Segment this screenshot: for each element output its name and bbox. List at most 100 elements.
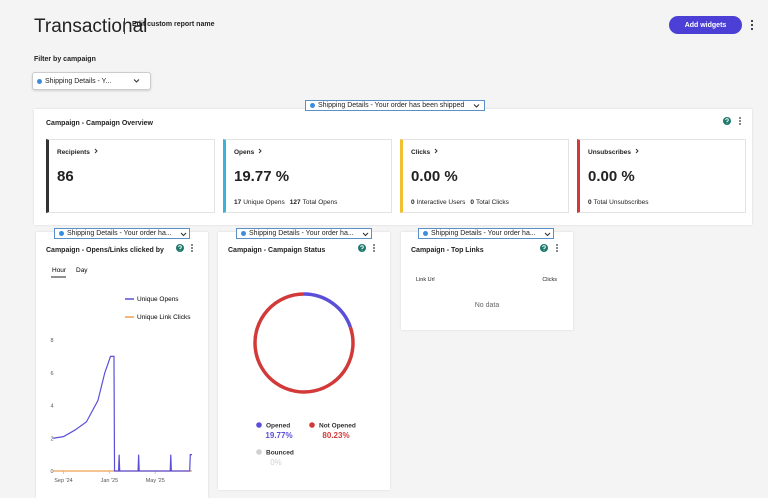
dot xyxy=(37,78,42,84)
detail: 0 Total Unsubscribes xyxy=(588,199,649,206)
x-tick-label: Sep '24 xyxy=(54,478,72,484)
add-widgets-button[interactable]: Add widgets xyxy=(669,16,742,34)
campaign: Shipping Details - Your order ha... xyxy=(249,230,354,237)
opens-widget: Campaign - Opens/Links clicked by xyxy=(36,232,208,498)
kebab-dot xyxy=(556,247,558,249)
tab[interactable]: Day xyxy=(76,267,88,274)
detail: 0 Total Clicks xyxy=(470,199,509,206)
help-glyph xyxy=(725,118,729,124)
dot xyxy=(241,231,246,236)
legend-label: Not Opened xyxy=(319,423,356,430)
y-tick-label: 6 xyxy=(50,371,53,377)
stat-details: 0 Interactive Users 0 Total Clicks xyxy=(411,199,514,206)
donut-segment xyxy=(253,292,355,394)
chevron xyxy=(473,104,480,108)
kebab-dot xyxy=(191,250,193,252)
chevron xyxy=(362,232,369,237)
detail-label: Interactive Users xyxy=(416,199,466,206)
column-header: Link Url xyxy=(416,277,435,283)
detail-count: 0 xyxy=(588,199,592,206)
y-tick-label: 8 xyxy=(50,338,53,344)
kebab-dot xyxy=(191,247,193,249)
stat-value: 0.00 % xyxy=(588,168,635,185)
overview-widget: Campaign - Campaign Overview Recipients 8… xyxy=(34,109,752,225)
help-glyph xyxy=(178,245,182,251)
value-label: 19.77% xyxy=(265,431,292,440)
detail-count: 0 xyxy=(470,199,475,206)
y-tick-label: 0 xyxy=(50,469,53,475)
tab[interactable]: Hour xyxy=(52,267,67,274)
filter-value: Shipping Details - Y... xyxy=(45,77,112,85)
campaign-select[interactable]: Shipping Details - Your order has been s… xyxy=(305,100,485,111)
campaign-select[interactable]: Shipping Details - Your order ha... xyxy=(418,228,554,239)
stat-label: Unsubscribes xyxy=(588,148,640,156)
detail: 17 Unique Opens xyxy=(234,199,285,206)
arrow xyxy=(94,148,98,154)
menu-icon[interactable] xyxy=(748,18,756,32)
stat-value: 19.77 % xyxy=(234,168,290,185)
status-widget: Campaign - Campaign Status xyxy=(218,232,390,490)
chevron xyxy=(544,232,551,237)
widget-title: Campaign - Top Links xyxy=(411,247,484,254)
kebab-dot xyxy=(739,120,741,122)
dot xyxy=(423,231,428,236)
legend-dot xyxy=(256,422,262,428)
help-glyph xyxy=(360,245,364,251)
campaign: Shipping Details - Your order has been s… xyxy=(318,102,465,109)
kebab-dot xyxy=(556,250,558,252)
stat-card: Opens 19.77 % 17 Unique Opens 127 Total Opens xyxy=(223,139,392,213)
separator xyxy=(124,18,125,34)
line xyxy=(53,355,192,472)
chevron xyxy=(180,232,187,237)
kebab-dot xyxy=(373,247,375,249)
detail: 127 Total Opens xyxy=(290,199,338,206)
y-tick-label: 2 xyxy=(50,436,53,442)
stat-card: Clicks 0.00 % 0 Interactive Users 0 Total Cli… xyxy=(400,139,569,213)
stat-details: 17 Unique Opens 127 Total Opens xyxy=(234,199,342,206)
detail-label: Total Clicks xyxy=(476,199,509,206)
kebab-dot xyxy=(373,244,375,246)
campaign-select[interactable]: Shipping Details - Your order ha... xyxy=(236,228,372,239)
campaign-select[interactable]: Shipping Details - Your order ha... xyxy=(54,228,190,239)
x-tick-label: Jan '25 xyxy=(101,478,119,484)
kebab-dot xyxy=(739,117,741,119)
empty-message: No data xyxy=(474,302,500,309)
campaign: Shipping Details - Your order ha... xyxy=(431,230,536,237)
detail-label: Unique Opens xyxy=(243,199,285,206)
widget-title: Campaign - Campaign Overview xyxy=(46,120,153,127)
stat-details: 0 Total Unsubscribes xyxy=(588,199,654,206)
widget-title: Campaign - Opens/Links clicked by xyxy=(46,247,164,254)
campaign-filter[interactable]: Shipping Details - Y... xyxy=(32,72,151,90)
x-tick-label: May '25 xyxy=(146,478,165,484)
legend-dot xyxy=(256,449,262,455)
detail-label: Total Unsubscribes xyxy=(593,199,649,206)
stat-value: 0.00 % xyxy=(411,168,458,185)
column-header: Clicks xyxy=(542,277,557,283)
kebab-dot xyxy=(373,250,375,252)
legend-label: Unique Link Clicks xyxy=(137,314,191,321)
detail-count: 127 xyxy=(289,199,301,206)
arrow xyxy=(635,148,639,154)
widget-title: Campaign - Campaign Status xyxy=(228,247,326,254)
donut-segment xyxy=(303,292,353,328)
edit-name[interactable]: Edit custom report name xyxy=(132,21,215,28)
value-label: 0% xyxy=(270,458,282,467)
campaign: Shipping Details - Your order ha... xyxy=(67,230,172,237)
stat-card: Recipients 86 xyxy=(46,139,215,213)
kebab-dot xyxy=(739,123,741,125)
filter-label: Filter by campaign xyxy=(34,56,96,63)
legend-label: Opened xyxy=(266,423,290,430)
stat-card: Unsubscribes 0.00 % 0 Total Unsubscribes xyxy=(577,139,746,213)
kebab-dot xyxy=(191,244,193,246)
stat-label: Clicks xyxy=(411,148,439,156)
arrow xyxy=(258,148,262,154)
stat-value: 86 xyxy=(57,168,74,185)
legend-label: Unique Opens xyxy=(137,296,179,303)
y-tick-label: 4 xyxy=(50,404,53,410)
detail: 0 Interactive Users xyxy=(411,199,465,206)
kebab-dot xyxy=(556,244,558,246)
dot xyxy=(59,231,64,236)
arrow xyxy=(434,148,438,154)
